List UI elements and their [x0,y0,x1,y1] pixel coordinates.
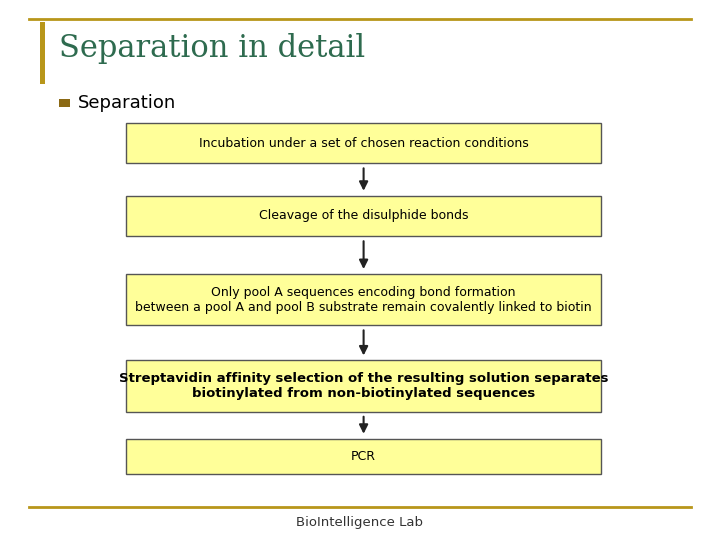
FancyBboxPatch shape [126,274,601,325]
Text: PCR: PCR [351,450,376,463]
Text: Streptavidin affinity selection of the resulting solution separates
biotinylated: Streptavidin affinity selection of the r… [119,372,608,400]
Bar [40,22,45,84]
Text: Incubation under a set of chosen reaction conditions: Incubation under a set of chosen reactio… [199,137,528,150]
FancyBboxPatch shape [126,123,601,163]
Text: BioIntelligence Lab: BioIntelligence Lab [297,516,423,529]
Bar [59,98,70,106]
Text: Cleavage of the disulphide bonds: Cleavage of the disulphide bonds [259,210,468,222]
FancyBboxPatch shape [126,361,601,411]
Text: Separation: Separation [78,93,176,112]
FancyBboxPatch shape [126,195,601,237]
Text: Only pool A sequences encoding bond formation
between a pool A and pool B substr: Only pool A sequences encoding bond form… [135,286,592,314]
FancyBboxPatch shape [126,438,601,474]
Text: Separation in detail: Separation in detail [59,33,365,64]
